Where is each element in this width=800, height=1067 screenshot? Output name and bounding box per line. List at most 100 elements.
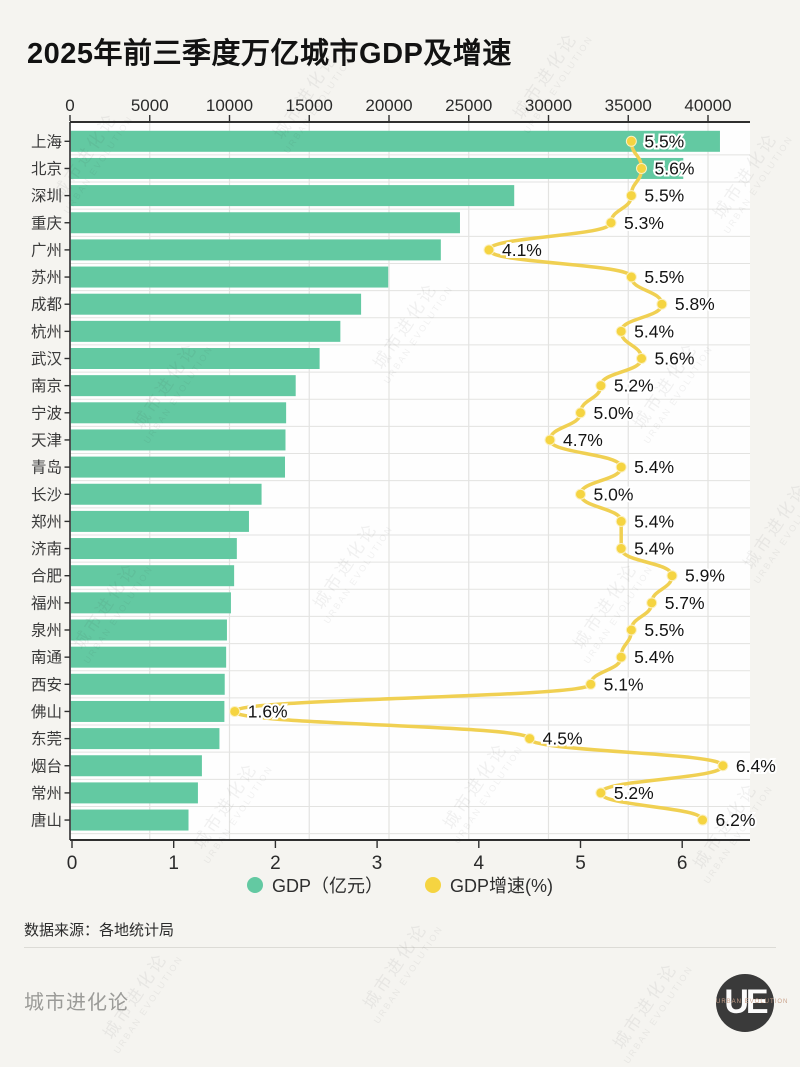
- legend-item-gdp: GDP（亿元）: [246, 872, 383, 898]
- gdp-bar: [70, 375, 296, 397]
- top-axis-label: 15000: [286, 96, 333, 115]
- city-label: 西安: [31, 676, 62, 694]
- growth-dot: [483, 244, 495, 256]
- growth-value-label: 5.7%: [665, 593, 705, 613]
- growth-dot: [625, 271, 637, 283]
- growth-value-label: 5.6%: [655, 158, 695, 178]
- city-label: 福州: [31, 594, 62, 612]
- gdp-legend-label: GDP（亿元）: [271, 876, 383, 896]
- gdp-bar: [70, 673, 225, 695]
- gdp-bar: [70, 700, 225, 722]
- growth-dot: [615, 515, 627, 527]
- growth-dot: [524, 733, 536, 745]
- growth-dot: [656, 298, 668, 310]
- footer-divider: [24, 947, 776, 948]
- gdp-bar: [70, 212, 460, 234]
- growth-value-label: 5.4%: [634, 457, 674, 477]
- growth-line: [232, 139, 725, 822]
- growth-value-label: 6.2%: [716, 810, 756, 830]
- city-label: 佛山: [31, 703, 62, 721]
- growth-dot: [717, 760, 729, 772]
- growth-value-label: 5.4%: [634, 647, 674, 667]
- bottom-axis-label: 0: [67, 853, 78, 874]
- growth-value-label: 5.4%: [634, 511, 674, 531]
- growth-dot: [625, 135, 637, 147]
- logo-letters: UE: [724, 983, 768, 1021]
- growth-value-label: 5.4%: [634, 539, 674, 559]
- growth-dot: [636, 162, 648, 174]
- logo-caption: URBAN EVOLUTION: [716, 999, 789, 1005]
- chart-title: 2025年前三季度万亿城市GDP及增速: [27, 38, 512, 70]
- gdp-bar: [70, 728, 220, 750]
- growth-legend-label: GDP增速(%): [450, 876, 553, 896]
- growth-value-label: 4.5%: [543, 729, 583, 749]
- bottom-axis-label: 5: [575, 853, 586, 874]
- growth-dot: [575, 488, 586, 500]
- city-label: 烟台: [31, 757, 62, 775]
- city-label: 广州: [31, 241, 62, 259]
- city-label: 上海: [31, 133, 62, 151]
- growth-dot: [646, 597, 658, 609]
- bottom-axis-label: 6: [677, 853, 688, 874]
- growth-value-label: 5.2%: [614, 783, 654, 803]
- city-label: 泉州: [31, 622, 62, 640]
- gdp-bar: [70, 592, 231, 614]
- gdp-bar: [70, 130, 720, 152]
- gdp-bar: [70, 510, 249, 532]
- gdp-bar: [70, 239, 441, 261]
- gdp-bar: [70, 538, 237, 560]
- growth-value-label: 4.1%: [502, 240, 542, 260]
- growth-dot: [625, 190, 637, 202]
- city-label: 成都: [31, 296, 62, 314]
- gdp-bar: [70, 755, 202, 777]
- city-label: 青岛: [31, 459, 62, 477]
- growth-dot: [229, 705, 241, 717]
- growth-dot: [595, 380, 607, 392]
- city-label: 武汉: [31, 350, 63, 368]
- gdp-bar: [70, 646, 227, 668]
- city-label: 宁波: [31, 404, 62, 422]
- city-label: 北京: [31, 160, 62, 178]
- growth-dot: [636, 353, 648, 364]
- growth-value-label: 5.6%: [655, 349, 695, 369]
- gdp-bar: [70, 402, 287, 424]
- top-axis-label: 40000: [684, 96, 731, 115]
- gdp-legend-swatch-icon: [246, 877, 263, 893]
- city-label: 长沙: [31, 486, 62, 504]
- gdp-bar: [70, 483, 262, 505]
- growth-value-label: 4.7%: [563, 430, 603, 450]
- city-label: 常州: [31, 784, 62, 802]
- city-label: 唐山: [31, 812, 62, 830]
- growth-dot: [585, 678, 597, 690]
- footer-brand-text: 城市进化论: [24, 992, 129, 1014]
- city-label: 天津: [31, 431, 62, 449]
- growth-dot: [697, 814, 709, 826]
- city-label: 重庆: [31, 214, 62, 232]
- city-label: 南京: [31, 377, 62, 395]
- gdp-bar: [70, 619, 227, 641]
- gdp-bar: [70, 429, 286, 451]
- growth-dot: [615, 543, 627, 555]
- legend: GDP（亿元） GDP增速(%): [0, 872, 800, 898]
- growth-value-label: 5.5%: [644, 186, 684, 206]
- city-label: 南通: [31, 649, 63, 667]
- gdp-bar: [70, 293, 362, 315]
- city-label: 合肥: [31, 567, 62, 585]
- growth-value-label: 5.5%: [644, 131, 684, 151]
- gdp-bar: [70, 348, 320, 369]
- city-label: 深圳: [31, 187, 62, 205]
- growth-dot: [575, 407, 586, 419]
- growth-dot: [605, 217, 617, 229]
- urban-evolution-logo-icon: UE URBAN EVOLUTION: [716, 974, 789, 1032]
- growth-legend-swatch-icon: [425, 877, 441, 893]
- growth-dot: [544, 434, 556, 446]
- legend-item-growth: GDP增速(%): [425, 872, 553, 898]
- top-axis-label: 25000: [445, 96, 492, 115]
- growth-value-label: 1.6%: [248, 701, 288, 721]
- growth-dot: [615, 461, 627, 473]
- growth-value-label: 5.8%: [675, 294, 715, 314]
- growth-value-label: 5.5%: [644, 620, 684, 640]
- top-axis-label: 30000: [525, 96, 572, 115]
